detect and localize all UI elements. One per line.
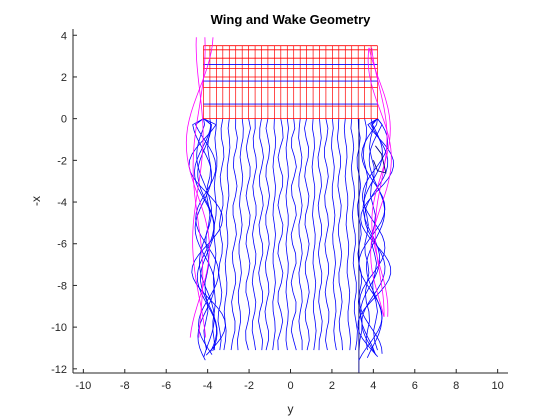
wake-line xyxy=(343,118,352,351)
wake-line xyxy=(336,118,343,351)
tip-wake-line xyxy=(196,118,215,357)
y-tick-label: -4 xyxy=(57,197,67,209)
y-tick-label: -12 xyxy=(51,364,67,376)
chart-title: Wing and Wake Geometry xyxy=(211,12,372,27)
wake-line xyxy=(350,118,358,351)
y-tick-label: -10 xyxy=(51,322,67,334)
tip-wake-line xyxy=(197,118,218,352)
x-tick-label: 4 xyxy=(370,380,376,392)
tip-wake-line xyxy=(357,118,394,357)
wake-line xyxy=(290,118,297,351)
wake-line xyxy=(245,118,251,351)
y-tick-label: 2 xyxy=(61,72,67,84)
tip-vortex-lines xyxy=(185,37,392,338)
y-tick-label: -6 xyxy=(57,239,67,251)
axes: -10 -8 -6 -4 -2 0 2 4 6 8 10 -12 -10 -8 -6 -4 -2 0 2 4 xyxy=(51,29,508,392)
wing-panels xyxy=(203,45,378,119)
plot-area xyxy=(185,37,394,373)
tip-wake-line xyxy=(194,118,217,352)
y-tick-label: -2 xyxy=(57,155,67,167)
wake-line xyxy=(258,118,264,351)
wake-line xyxy=(230,118,238,351)
wake-line xyxy=(251,118,257,351)
wake-line xyxy=(223,118,231,351)
x-axis-label: y xyxy=(288,402,294,416)
x-tick-label: 8 xyxy=(453,380,459,392)
wake-line xyxy=(277,118,284,351)
tip-vortex-line xyxy=(367,47,392,317)
x-tick-label: -6 xyxy=(161,380,171,392)
tip-wake-line xyxy=(194,118,220,355)
y-tick-label: 0 xyxy=(61,114,67,126)
tip-vortex-line xyxy=(371,47,388,317)
x-tick-label: -4 xyxy=(203,380,213,392)
wake-line xyxy=(311,118,317,351)
wake-line xyxy=(324,118,330,351)
tip-wake-line xyxy=(192,118,215,361)
y-axis-label: -x xyxy=(29,196,43,206)
wake-line xyxy=(272,118,276,351)
x-tick-label: -8 xyxy=(120,380,130,392)
y-ticks: -12 -10 -8 -6 -4 -2 0 2 4 xyxy=(51,30,77,376)
wake-line xyxy=(331,118,337,351)
y-tick-label: 4 xyxy=(61,30,67,42)
x-ticks: -10 -8 -6 -4 -2 0 2 4 6 8 10 xyxy=(75,369,504,392)
tip-vortex-line xyxy=(192,37,206,338)
x-tick-label: 2 xyxy=(329,380,335,392)
tip-vortex-line xyxy=(368,47,391,317)
x-tick-label: 10 xyxy=(492,380,504,392)
wake-line xyxy=(264,118,271,351)
x-tick-label: 0 xyxy=(287,380,293,392)
x-tick-label: -10 xyxy=(75,380,91,392)
x-tick-label: -2 xyxy=(244,380,254,392)
wake-line xyxy=(285,118,289,351)
wake-line xyxy=(298,118,303,351)
x-tick-label: 6 xyxy=(412,380,418,392)
wake-line xyxy=(356,118,363,351)
tip-wake-line xyxy=(358,118,386,361)
tip-vortex-loop xyxy=(372,145,387,174)
tip-wake-line xyxy=(188,118,226,356)
wake-line xyxy=(317,118,323,351)
tip-wake-line xyxy=(361,118,389,356)
wake-line xyxy=(236,118,244,351)
tip-vortex-line xyxy=(192,37,207,338)
wake-line xyxy=(217,118,225,351)
wake-lines xyxy=(188,118,394,373)
y-tick-label: -8 xyxy=(57,280,67,292)
wake-line xyxy=(304,118,310,351)
